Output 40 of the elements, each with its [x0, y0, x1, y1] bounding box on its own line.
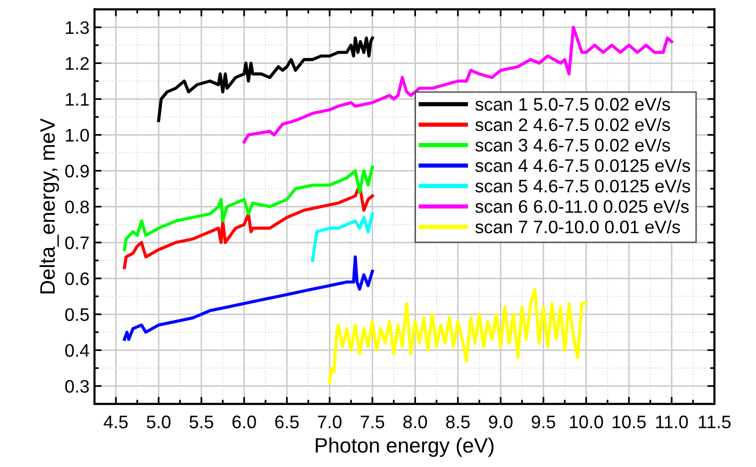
- x-tick-label: 5.0: [146, 416, 170, 428]
- x-tick-label: 9.0: [488, 416, 512, 428]
- legend-label: scan 2 4.6-7.5 0.02 eV/s: [475, 118, 670, 132]
- x-tick-label: 9.5: [532, 416, 556, 428]
- x-tick-label: 6.0: [232, 416, 256, 428]
- y-tick-label: 0.6: [65, 272, 89, 286]
- legend-label: scan 7 7.0-10.0 0.01 eV/s: [475, 220, 680, 234]
- line-series: [122, 166, 374, 252]
- legend-label: scan 3 4.6-7.5 0.02 eV/s: [475, 138, 670, 152]
- legend-label: scan 1 5.0-7.5 0.02 eV/s: [475, 97, 670, 111]
- y-tick-label: 1.0: [66, 128, 89, 142]
- x-tick-label: 6.5: [275, 416, 299, 428]
- line-series: [122, 255, 374, 341]
- line-series: [328, 288, 588, 384]
- legend-label: scan 6 6.0-11.0 0.025 eV/s: [475, 200, 689, 213]
- y-tick-label: 0.8: [65, 200, 89, 214]
- y-tick-label: 1.1: [66, 93, 89, 106]
- x-tick-label: 11.5: [698, 416, 731, 428]
- x-tick-label: 8.0: [403, 416, 427, 428]
- y-tick-label: 0.7: [65, 236, 89, 250]
- y-tick-label: 0.9: [65, 164, 89, 178]
- x-tick-label: 4.5: [104, 416, 128, 428]
- legend-label: scan 5 4.6-7.5 0.0125 eV/s: [475, 179, 690, 192]
- y-tick-label: 1.3: [66, 21, 89, 34]
- y-tick-label: 0.5: [65, 308, 89, 321]
- x-tick-label: 8.5: [446, 416, 470, 428]
- y-tick-label: 1.2: [66, 57, 89, 70]
- x-tick-label: 5.5: [190, 416, 214, 428]
- y-tick-label: 0.4: [65, 344, 90, 357]
- line-series: [311, 212, 374, 262]
- y-axis-title: Delta_energy, meV: [40, 118, 59, 294]
- x-tick-label: 11.0: [656, 416, 688, 428]
- x-tick-label: 10.5: [612, 416, 646, 428]
- legend-label: scan 4 4.6-7.5 0.0125 eV/s: [475, 158, 690, 172]
- x-axis-title: Photon energy (eV): [316, 437, 494, 457]
- x-tick-label: 7.5: [360, 416, 384, 428]
- y-tick-label: 0.3: [65, 380, 89, 393]
- x-tick-label: 7.0: [318, 416, 342, 428]
- line-series: [157, 36, 374, 122]
- x-tick-label: 10.0: [570, 416, 604, 428]
